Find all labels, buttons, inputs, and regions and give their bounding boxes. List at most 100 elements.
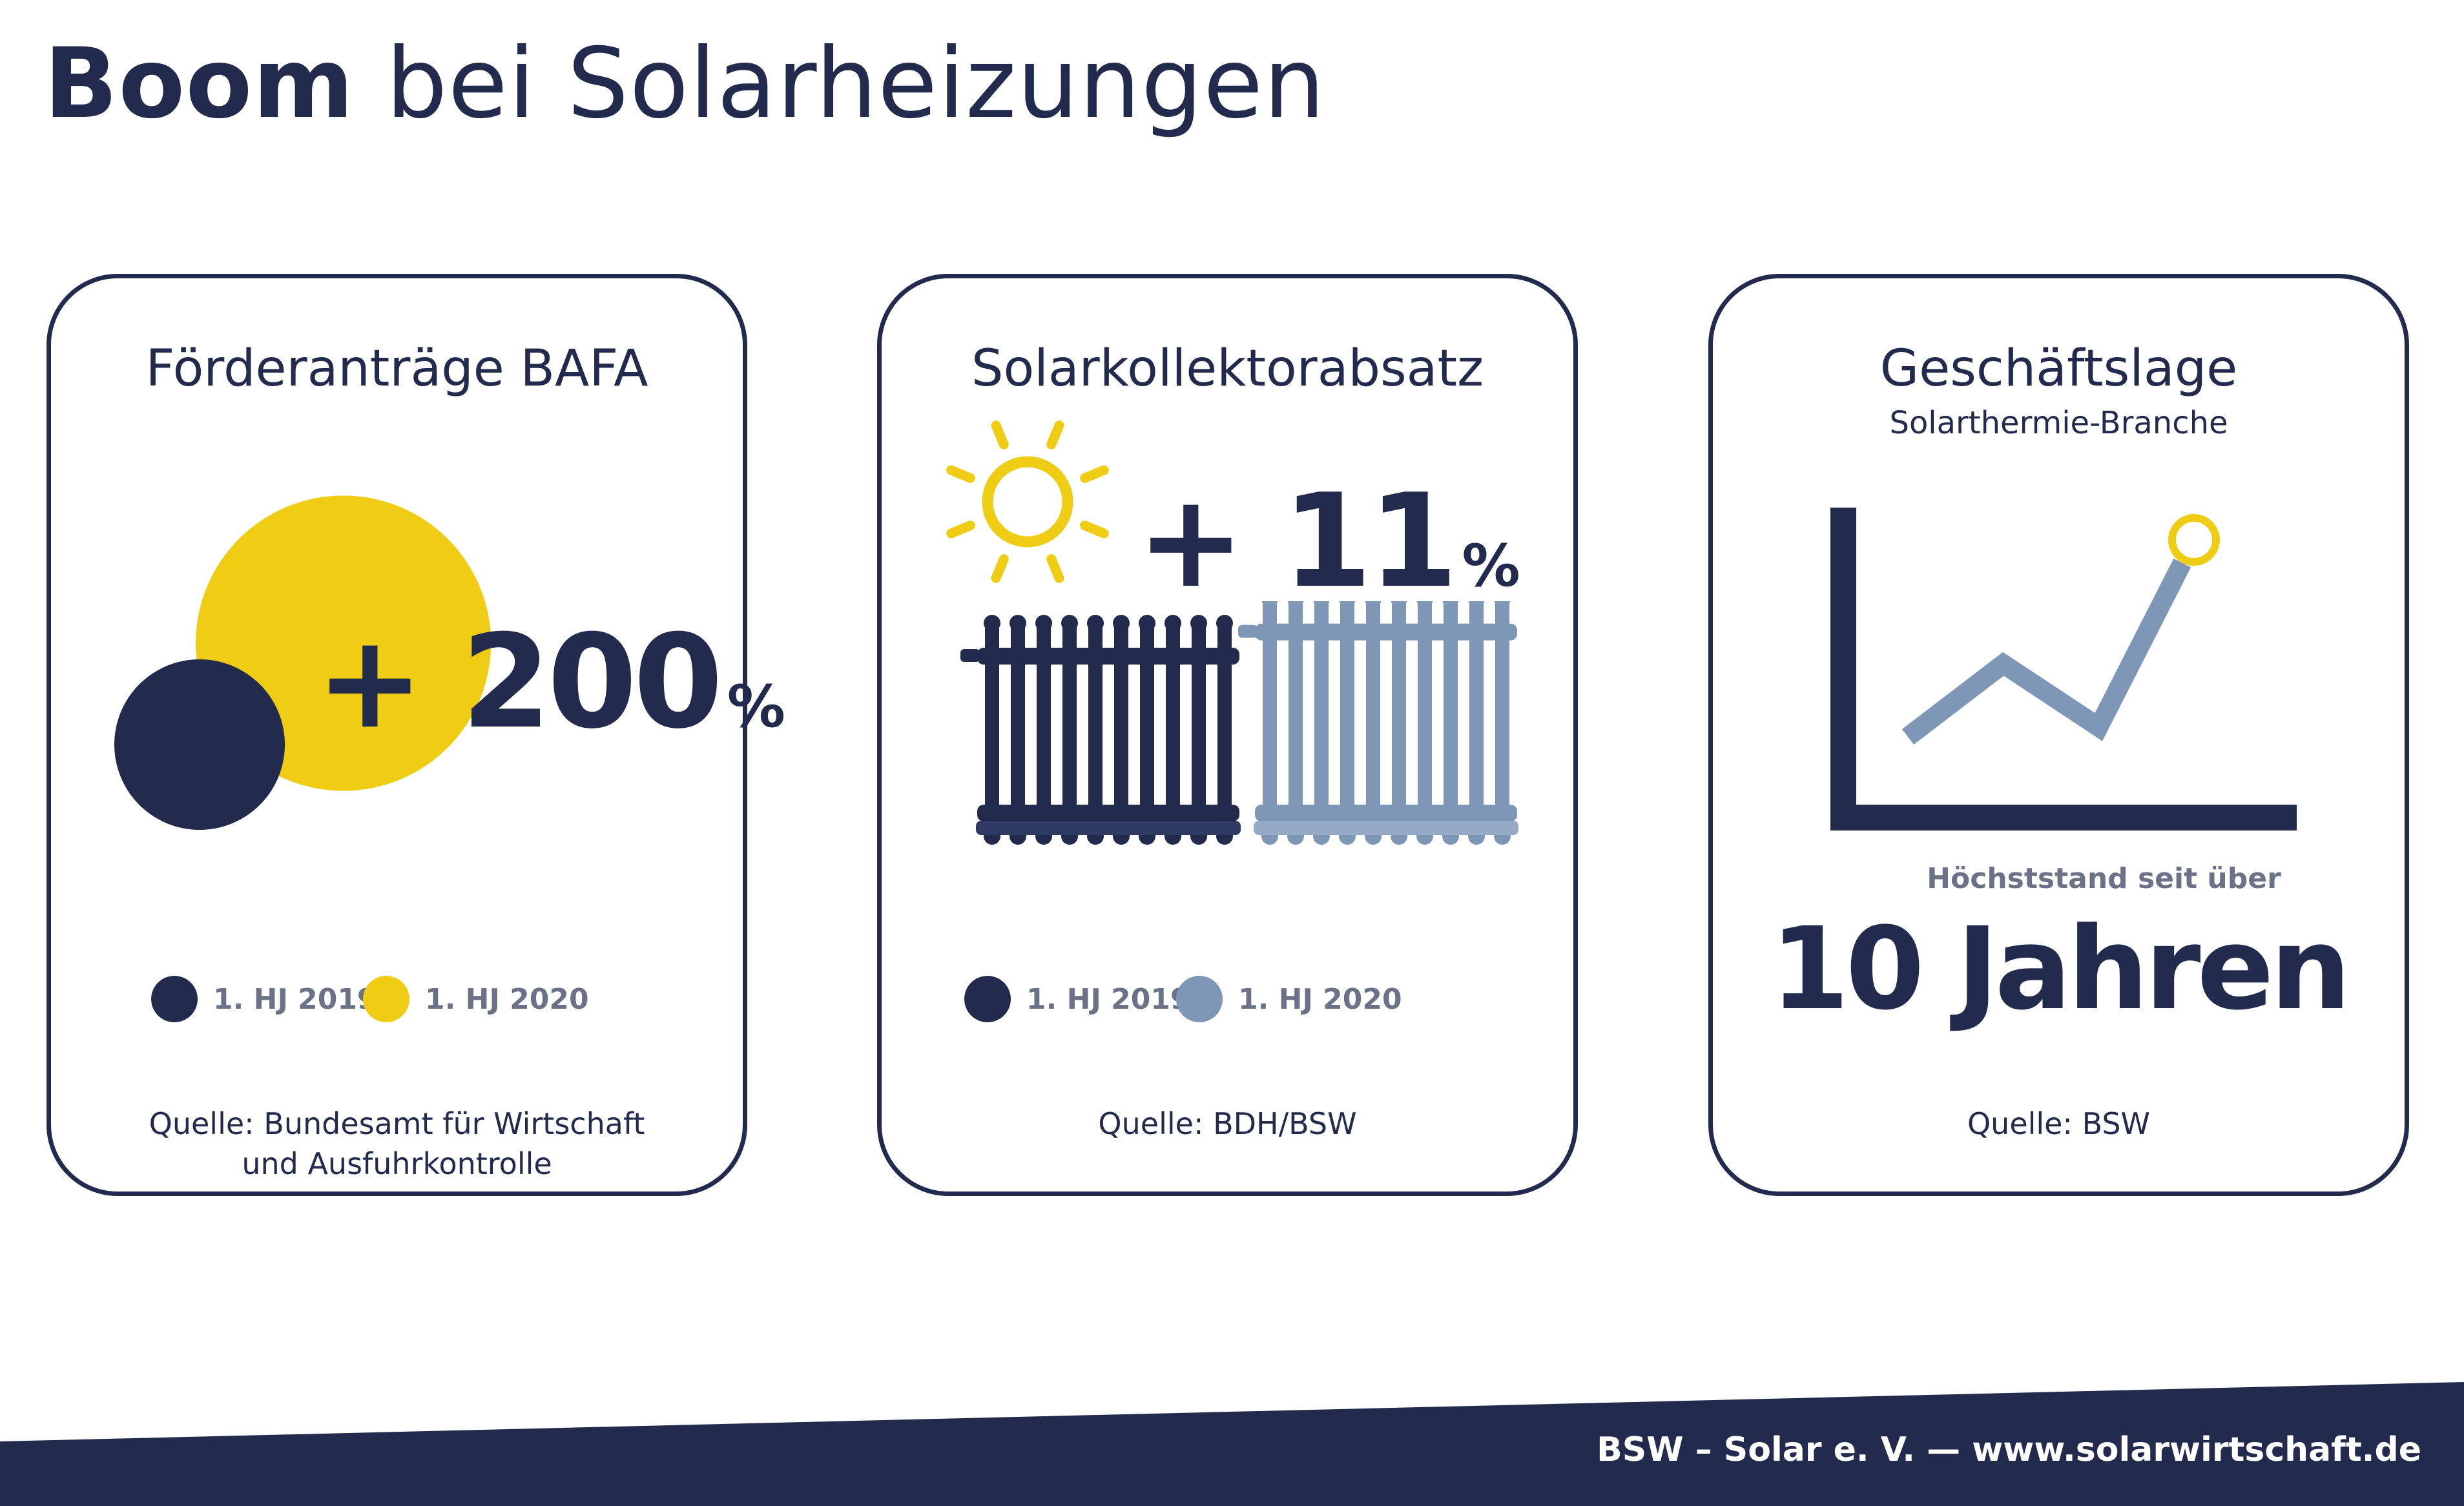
radiator-fin: [1444, 601, 1458, 840]
panel-geschaeftslage-title: Geschäftslage: [1879, 340, 2238, 398]
sun-ray: [946, 465, 975, 483]
kollektor-change-unit: %: [1462, 532, 1520, 600]
kollektor-source: Quelle: BDH/BSW: [1098, 1106, 1357, 1141]
radiator-fin: [1314, 601, 1329, 840]
bubble-2019: [114, 659, 285, 830]
bafa-legend-2019: 1. HJ 2019: [151, 973, 377, 1025]
record-highlight: 10 Jahren: [1770, 903, 2351, 1035]
radiator-fin: [1217, 621, 1232, 840]
sun-icon: [946, 420, 1109, 583]
radiator-fin: [1037, 621, 1051, 840]
radiator-cap: [1113, 615, 1130, 632]
kollektor-legend-2019: 1. HJ 2019: [964, 973, 1190, 1025]
radiator-fin: [1011, 621, 1025, 840]
radiator-cap: [1416, 601, 1433, 608]
record-caption: Höchststand seit über: [1927, 862, 2281, 895]
radiator-cap: [1190, 615, 1207, 632]
radiator-cap: [1261, 601, 1278, 608]
panel-bafa-title: Förderanträge BAFA: [145, 340, 648, 398]
bafa-change-unit: %: [727, 673, 785, 741]
radiator-cap: [1313, 601, 1330, 608]
legend-label-2019: 1. HJ 2019: [213, 982, 377, 1016]
radiator-cap: [1365, 601, 1382, 608]
radiator-cap: [1087, 615, 1104, 632]
radiator-fin: [1392, 601, 1406, 840]
panel-bafa: Förderanträge BAFA + 200% 1. HJ 2019 1. …: [47, 274, 785, 1196]
bafa-source-line2: und Ausfuhrkontrolle: [242, 1146, 552, 1181]
radiator-2019-icon: [960, 615, 1241, 845]
radiator-fin: [1418, 601, 1432, 840]
sun-ray: [1046, 554, 1064, 583]
bafa-change: + 200%: [316, 612, 785, 754]
radiator-base: [1254, 821, 1518, 835]
page-title-rest: bei Solarheizungen: [386, 28, 1326, 140]
radiator-cap: [1287, 601, 1304, 608]
trend-peak-marker: [2168, 514, 2220, 566]
radiator-cap: [984, 615, 1000, 632]
radiator-fin: [1289, 601, 1303, 840]
radiator-cap: [1339, 601, 1356, 608]
page-title: Boom bei Solarheizungen: [44, 19, 1325, 149]
bafa-bubble-chart: [114, 495, 492, 830]
radiator-cap: [1165, 615, 1181, 632]
page-title-bold: Boom: [44, 28, 355, 140]
legend-label-2020: 1. HJ 2020: [425, 982, 589, 1016]
bafa-change-value: + 200: [316, 607, 723, 758]
sun-ray: [1046, 420, 1064, 449]
sun-ray: [1080, 521, 1109, 539]
radiator-bar: [960, 649, 980, 662]
radiator-fin: [1140, 621, 1154, 840]
radiator-fin: [1166, 621, 1180, 840]
legend-dot-2019: [151, 976, 198, 1022]
sun-ray: [991, 554, 1009, 583]
geschaeftslage-source: Quelle: BSW: [1967, 1106, 2151, 1141]
bafa-source-line1: Quelle: Bundesamt für Wirtschaft: [149, 1106, 645, 1141]
y-axis: [1830, 508, 1856, 830]
radiator-fin: [1263, 601, 1277, 840]
panel-kollektor-title: Solarkollektorabsatz: [971, 340, 1484, 398]
radiator-fin: [1088, 621, 1103, 840]
legend-label-2020: 1. HJ 2020: [1238, 982, 1402, 1016]
sun-ray: [946, 521, 975, 539]
radiator-cap: [1468, 601, 1485, 608]
radiator-fin: [1469, 601, 1484, 840]
radiator-cap: [1391, 601, 1407, 608]
radiator-fin: [1366, 601, 1380, 840]
footer-text: BSW – Solar e. V. — www.solarwirtschaft.…: [1597, 1430, 2421, 1469]
legend-dot-2019: [964, 976, 1011, 1022]
radiator-cap: [1009, 615, 1026, 632]
panel-kollektor: Solarkollektorabsatz + 11% 1. HJ 2019 1.…: [877, 274, 1578, 1196]
bafa-legend-2020: 1. HJ 2020: [363, 973, 589, 1025]
legend-dot-2020: [1176, 976, 1223, 1022]
radiator-cap: [1494, 601, 1511, 608]
kollektor-legend-2020: 1. HJ 2020: [1176, 973, 1402, 1025]
radiator-fin: [1340, 601, 1354, 840]
kollektor-change: + 11%: [1137, 471, 1520, 613]
radiator-bar: [1238, 624, 1258, 638]
radiator-fin: [1062, 621, 1077, 840]
radiator-fin: [1114, 621, 1128, 840]
radiator-cap: [1035, 615, 1052, 632]
radiator-cap: [1061, 615, 1078, 632]
legend-dot-2020: [363, 976, 409, 1022]
trend-line: [1901, 558, 2191, 745]
panel-geschaeftslage: Geschäftslage Solarthermie-Branche Höchs…: [1708, 274, 2409, 1196]
sun-ray: [991, 420, 1009, 449]
legend-label-2019: 1. HJ 2019: [1026, 982, 1190, 1016]
radiator-base: [976, 821, 1241, 835]
x-axis: [1830, 805, 2297, 830]
radiator-cap: [1442, 601, 1459, 608]
sun-ray: [1080, 465, 1109, 483]
radiator-fin: [1192, 621, 1206, 840]
radiator-cap: [1139, 615, 1155, 632]
business-line-chart: [1830, 508, 2297, 830]
panel-geschaeftslage-subtitle: Solarthermie-Branche: [1889, 405, 2228, 441]
kollektor-change-value: + 11: [1137, 466, 1458, 617]
footer-band: [0, 1382, 2464, 1506]
radiator-2020-icon: [1238, 601, 1518, 845]
radiator-cap: [1216, 615, 1233, 632]
radiator-fin: [1495, 601, 1509, 840]
radiator-fin: [985, 621, 999, 840]
radiator-pictogram: [960, 601, 1518, 845]
bafa-source: Quelle: Bundesamt für Wirtschaft und Aus…: [51, 1104, 743, 1184]
